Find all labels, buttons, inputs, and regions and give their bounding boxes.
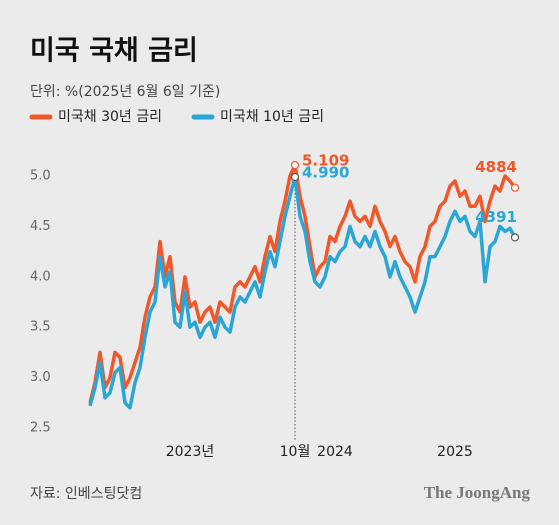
x-tick-label: 10월: [280, 444, 311, 460]
y-tick-label: 3.5: [30, 320, 51, 335]
point-marker: [510, 233, 520, 242]
y-tick-label: 4.0: [30, 269, 51, 284]
data-label: 4884: [475, 158, 517, 176]
y-tick-label: 4.5: [30, 219, 51, 234]
y-tick-label: 5.0: [30, 169, 51, 184]
subtitle: 단위: %(2025년 6월 6일 기준): [30, 84, 220, 100]
x-tick-label: 2023년: [166, 444, 215, 460]
y-tick-label: 2.5: [30, 421, 51, 436]
y-tick-label: 3.0: [30, 370, 51, 385]
series-line: [88, 175, 517, 410]
brand: The JoongAng: [424, 483, 531, 502]
x-tick-label: 2024: [317, 444, 353, 460]
legend-label: 미국채 30년 금리: [58, 109, 162, 125]
point-marker: [290, 172, 300, 182]
point-marker: [290, 160, 300, 170]
chart-title: 미국 국채 금리: [30, 36, 198, 67]
point-marker: [510, 183, 520, 192]
source: 자료: 인베스팅닷컴: [30, 486, 142, 502]
x-tick-label: 2025: [437, 444, 473, 460]
data-label: 4391: [475, 208, 517, 226]
legend-label: 미국채 10년 금리: [220, 109, 324, 125]
series-line: [88, 163, 517, 404]
data-label: 5.109: [302, 152, 349, 170]
data-label: 4.990: [302, 164, 349, 182]
